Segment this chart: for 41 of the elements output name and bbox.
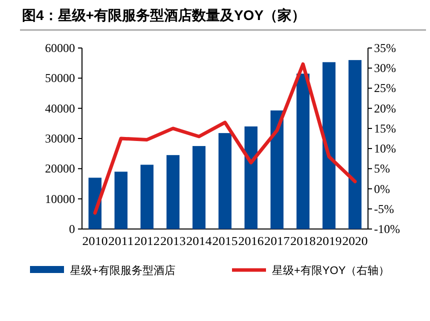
- y2-tick-label: 15%: [374, 121, 396, 136]
- y-tick-label: 30000: [45, 132, 75, 146]
- y2-tick-label: 30%: [374, 61, 396, 76]
- x-tick-label: 2018: [290, 234, 316, 248]
- chart-title: 图4：星级+有限服务型酒店数量及YOY（家）: [22, 7, 306, 23]
- y-tick-label: 0: [69, 222, 75, 236]
- bar: [140, 164, 154, 229]
- x-tick-label: 2011: [108, 234, 134, 248]
- bar: [348, 60, 362, 229]
- bar: [296, 74, 310, 229]
- y2-tick-label: 5%: [374, 162, 390, 176]
- y2-tick-label: -10%: [374, 222, 400, 236]
- y2-tick-label: 0%: [374, 182, 390, 196]
- bar: [166, 155, 180, 229]
- y-tick-label: 10000: [45, 192, 75, 206]
- x-tick-label: 2016: [238, 234, 264, 248]
- bar: [244, 126, 258, 229]
- y-tick-label: 20000: [45, 162, 75, 176]
- y2-tick-label: 10%: [374, 142, 396, 156]
- bar: [218, 133, 232, 229]
- y2-tick-label: -5%: [374, 202, 394, 216]
- y2-tick-label: 35%: [374, 41, 396, 55]
- x-tick-label: 2017: [264, 234, 290, 248]
- y2-tick-label: 25%: [374, 81, 396, 96]
- y-tick-label: 40000: [45, 101, 75, 116]
- y2-tick-label: 20%: [374, 101, 396, 116]
- y-tick-label: 50000: [45, 71, 75, 86]
- x-tick-label: 2012: [134, 234, 160, 248]
- legend-label: 星级+有限YOY（右轴）: [272, 264, 390, 277]
- x-tick-label: 2014: [186, 234, 212, 248]
- bar: [192, 146, 206, 229]
- x-tick-label: 2020: [342, 234, 368, 248]
- bar: [270, 110, 284, 229]
- bar: [322, 62, 336, 229]
- bar: [114, 172, 128, 229]
- x-tick-label: 2010: [82, 234, 108, 248]
- x-tick-label: 2015: [212, 234, 238, 248]
- x-tick-label: 2013: [160, 234, 186, 248]
- legend-label: 星级+有限服务型酒店: [70, 264, 176, 277]
- y-tick-label: 60000: [45, 41, 75, 55]
- x-tick-label: 2019: [316, 234, 342, 248]
